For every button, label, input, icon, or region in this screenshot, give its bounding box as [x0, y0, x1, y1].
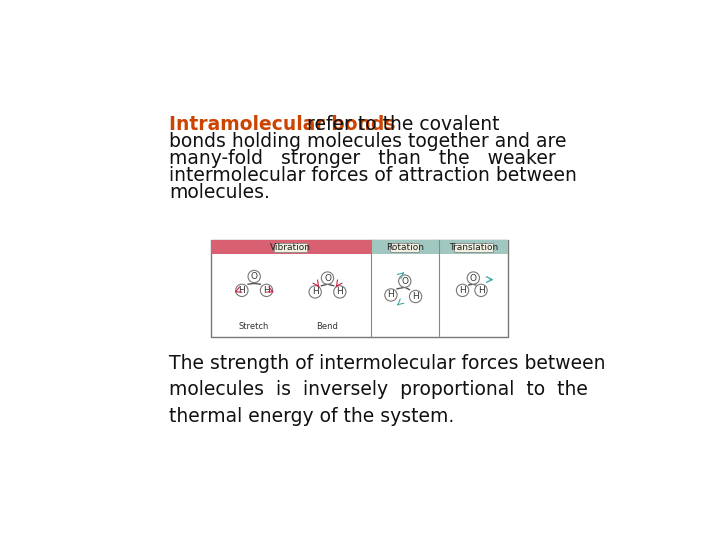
Text: bonds holding molecules together and are: bonds holding molecules together and are [168, 132, 567, 151]
Bar [371, 240, 439, 254]
Text: The strength of intermolecular forces between
molecules  is  inversely  proporti: The strength of intermolecular forces be… [168, 354, 606, 426]
Text: H: H [263, 286, 270, 295]
Text: Rotation: Rotation [386, 243, 424, 252]
Text: H: H [336, 287, 343, 296]
Text: molecules.: molecules. [168, 183, 270, 201]
Text: H: H [477, 286, 485, 295]
Text: O: O [401, 276, 408, 286]
Bar [211, 240, 508, 336]
FancyBboxPatch shape [274, 242, 307, 252]
Circle shape [321, 272, 333, 284]
Text: many-fold   stronger   than   the   weaker: many-fold stronger than the weaker [168, 148, 556, 168]
Text: O: O [324, 274, 331, 282]
Bar [439, 240, 508, 254]
Text: refer to the covalent: refer to the covalent [301, 115, 500, 134]
Circle shape [467, 272, 480, 284]
Text: Stretch: Stretch [239, 322, 269, 331]
Text: intermolecular forces of attraction between: intermolecular forces of attraction betw… [168, 166, 577, 185]
Circle shape [248, 271, 261, 282]
Circle shape [261, 284, 273, 296]
Text: Vibration: Vibration [270, 243, 311, 252]
Text: Translation: Translation [449, 243, 498, 252]
Text: O: O [251, 272, 258, 281]
Text: H: H [238, 286, 246, 295]
Text: H: H [312, 287, 318, 296]
Circle shape [410, 291, 422, 303]
Text: O: O [470, 274, 477, 282]
FancyBboxPatch shape [454, 242, 493, 252]
Circle shape [309, 286, 321, 298]
Bar [211, 240, 371, 254]
Circle shape [384, 289, 397, 301]
FancyBboxPatch shape [390, 242, 420, 252]
Circle shape [333, 286, 346, 298]
Text: H: H [413, 292, 419, 301]
Circle shape [456, 284, 469, 296]
Text: Intramolecular bonds: Intramolecular bonds [168, 115, 395, 134]
Circle shape [475, 284, 487, 296]
Circle shape [399, 275, 411, 287]
Text: H: H [387, 291, 395, 300]
Text: H: H [459, 286, 466, 295]
Circle shape [235, 284, 248, 296]
Text: Bend: Bend [317, 322, 338, 331]
